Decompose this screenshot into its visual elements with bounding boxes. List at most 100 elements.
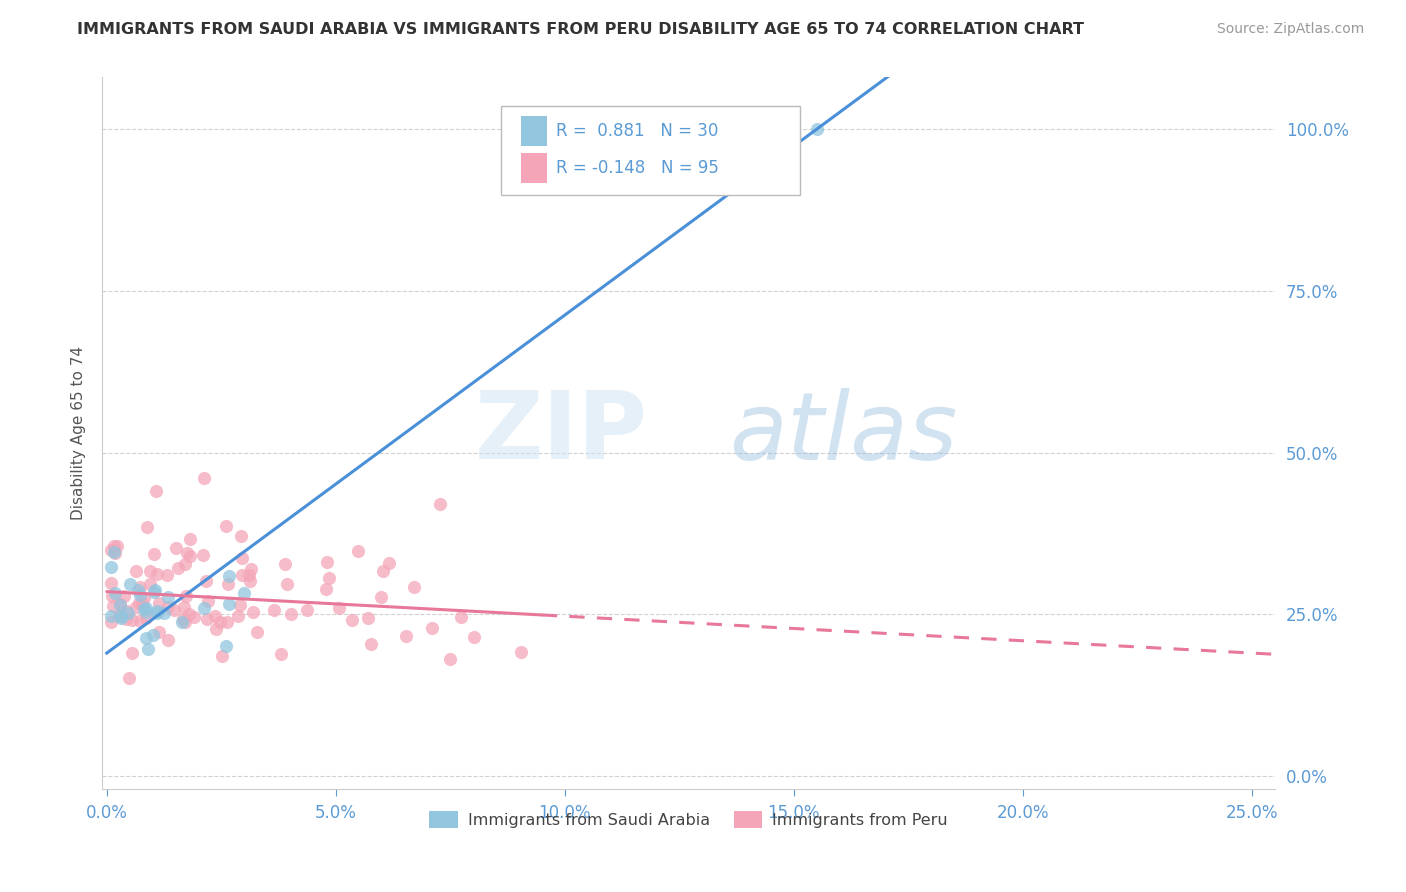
- Point: [145, 566, 167, 581]
- Point: [270, 648, 292, 662]
- Text: atlas: atlas: [730, 388, 957, 479]
- Point: [193, 601, 215, 615]
- Point: [240, 562, 263, 576]
- Point: [340, 613, 363, 627]
- Point: [146, 606, 169, 620]
- Point: [420, 621, 443, 635]
- Point: [103, 545, 125, 559]
- Point: [129, 615, 152, 629]
- Point: [135, 600, 157, 615]
- Point: [197, 594, 219, 608]
- Point: [156, 568, 179, 582]
- Point: [463, 630, 485, 644]
- Point: [118, 577, 141, 591]
- Point: [110, 609, 132, 624]
- Point: [172, 612, 194, 626]
- Point: [101, 589, 124, 603]
- Legend: Immigrants from Saudi Arabia, Immigrants from Peru: Immigrants from Saudi Arabia, Immigrants…: [423, 805, 955, 834]
- Point: [217, 576, 239, 591]
- FancyBboxPatch shape: [520, 153, 547, 183]
- Point: [145, 484, 167, 499]
- Point: [101, 599, 124, 614]
- Point: [117, 604, 139, 618]
- Point: [121, 646, 143, 660]
- Point: [172, 615, 194, 629]
- Point: [110, 611, 132, 625]
- Point: [239, 574, 262, 588]
- Point: [125, 600, 148, 615]
- Point: [176, 546, 198, 560]
- Point: [100, 608, 122, 623]
- Point: [370, 590, 392, 604]
- Point: [148, 624, 170, 639]
- Point: [297, 602, 319, 616]
- Point: [205, 622, 228, 636]
- Point: [148, 596, 170, 610]
- Point: [165, 541, 187, 555]
- Point: [107, 609, 129, 624]
- Point: [226, 609, 249, 624]
- Point: [439, 652, 461, 666]
- Point: [233, 585, 256, 599]
- Point: [167, 561, 190, 575]
- Point: [135, 631, 157, 645]
- Point: [139, 564, 162, 578]
- Point: [318, 572, 340, 586]
- Point: [231, 551, 253, 566]
- Point: [204, 608, 226, 623]
- Point: [117, 606, 139, 620]
- Point: [142, 628, 165, 642]
- Point: [373, 565, 395, 579]
- Y-axis label: Disability Age 65 to 74: Disability Age 65 to 74: [72, 346, 86, 520]
- Point: [242, 605, 264, 619]
- Point: [127, 582, 149, 597]
- Point: [157, 633, 180, 648]
- Point: [806, 122, 828, 136]
- Point: [121, 613, 143, 627]
- Point: [217, 615, 239, 629]
- Point: [104, 546, 127, 560]
- Point: [246, 625, 269, 640]
- Point: [211, 648, 233, 663]
- Point: [218, 597, 240, 611]
- Point: [191, 549, 214, 563]
- Point: [134, 591, 156, 605]
- Point: [100, 576, 122, 591]
- Point: [125, 564, 148, 578]
- Point: [139, 576, 162, 591]
- Point: [378, 556, 401, 570]
- Point: [128, 596, 150, 610]
- Point: [146, 604, 169, 618]
- Point: [115, 612, 138, 626]
- Point: [347, 544, 370, 558]
- Point: [173, 600, 195, 615]
- Point: [131, 596, 153, 610]
- Point: [136, 641, 159, 656]
- Text: IMMIGRANTS FROM SAUDI ARABIA VS IMMIGRANTS FROM PERU DISABILITY AGE 65 TO 74 COR: IMMIGRANTS FROM SAUDI ARABIA VS IMMIGRAN…: [77, 22, 1084, 37]
- Point: [100, 542, 122, 557]
- Point: [429, 497, 451, 511]
- Point: [179, 549, 201, 563]
- Point: [135, 606, 157, 620]
- Point: [157, 600, 180, 615]
- Point: [360, 637, 382, 651]
- Point: [215, 518, 238, 533]
- Point: [193, 471, 215, 485]
- Point: [263, 603, 285, 617]
- Point: [179, 607, 201, 621]
- Point: [315, 582, 337, 596]
- Point: [218, 569, 240, 583]
- Point: [280, 607, 302, 622]
- Point: [143, 583, 166, 598]
- Point: [134, 601, 156, 615]
- Point: [142, 548, 165, 562]
- Point: [153, 607, 176, 621]
- Point: [208, 615, 231, 630]
- Point: [163, 603, 186, 617]
- Point: [276, 577, 298, 591]
- Text: R =  0.881   N = 30: R = 0.881 N = 30: [555, 122, 718, 140]
- Text: ZIP: ZIP: [475, 387, 647, 479]
- Point: [156, 590, 179, 604]
- Point: [142, 585, 165, 599]
- Point: [183, 610, 205, 624]
